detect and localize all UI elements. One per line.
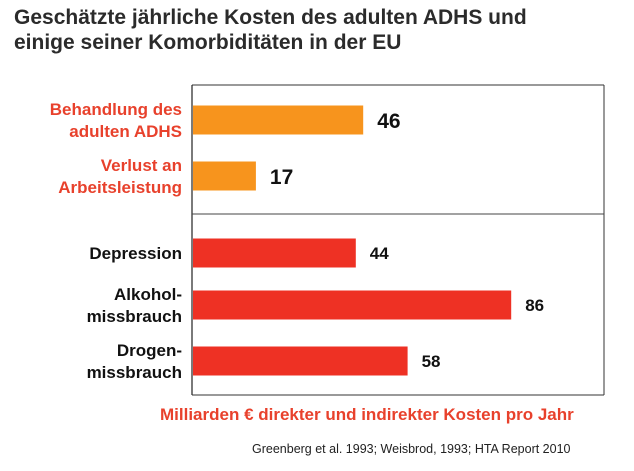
title-line-2: einige seiner Komorbiditäten in der EU bbox=[14, 31, 402, 54]
category-label-1-line-0: Verlust an bbox=[101, 156, 182, 175]
source-citation: Greenberg et al. 1993; Weisbrod, 1993; H… bbox=[252, 442, 571, 456]
value-label-0: 46 bbox=[377, 110, 400, 133]
bar-4 bbox=[193, 346, 408, 376]
category-label-3-line-1: missbrauch bbox=[87, 307, 182, 326]
chart-title: Geschätzte jährliche Kosten des adulten … bbox=[14, 5, 624, 55]
category-label-4-line-0: Drogen- bbox=[117, 341, 182, 360]
category-label-4-line-1: missbrauch bbox=[87, 363, 182, 382]
value-label-4: 58 bbox=[422, 352, 441, 371]
bar-3 bbox=[193, 290, 512, 320]
value-label-3: 86 bbox=[525, 296, 544, 315]
category-label-0-line-1: adulten ADHS bbox=[69, 122, 182, 141]
category-label-2-line-0: Depression bbox=[89, 244, 182, 263]
bar-1 bbox=[193, 161, 256, 191]
value-label-2: 44 bbox=[370, 244, 389, 263]
category-label-3-line-0: Alkohol- bbox=[114, 285, 182, 304]
value-label-1: 17 bbox=[270, 166, 293, 189]
title-line-1: Geschätzte jährliche Kosten des adulten … bbox=[14, 6, 527, 29]
category-label-1-line-1: Arbeitsleistung bbox=[58, 178, 182, 197]
bar-0 bbox=[193, 105, 364, 135]
category-label-0-line-0: Behandlung des bbox=[50, 100, 182, 119]
bar-2 bbox=[193, 238, 356, 268]
x-axis-label: Milliarden € direkter und indirekter Kos… bbox=[160, 405, 574, 424]
